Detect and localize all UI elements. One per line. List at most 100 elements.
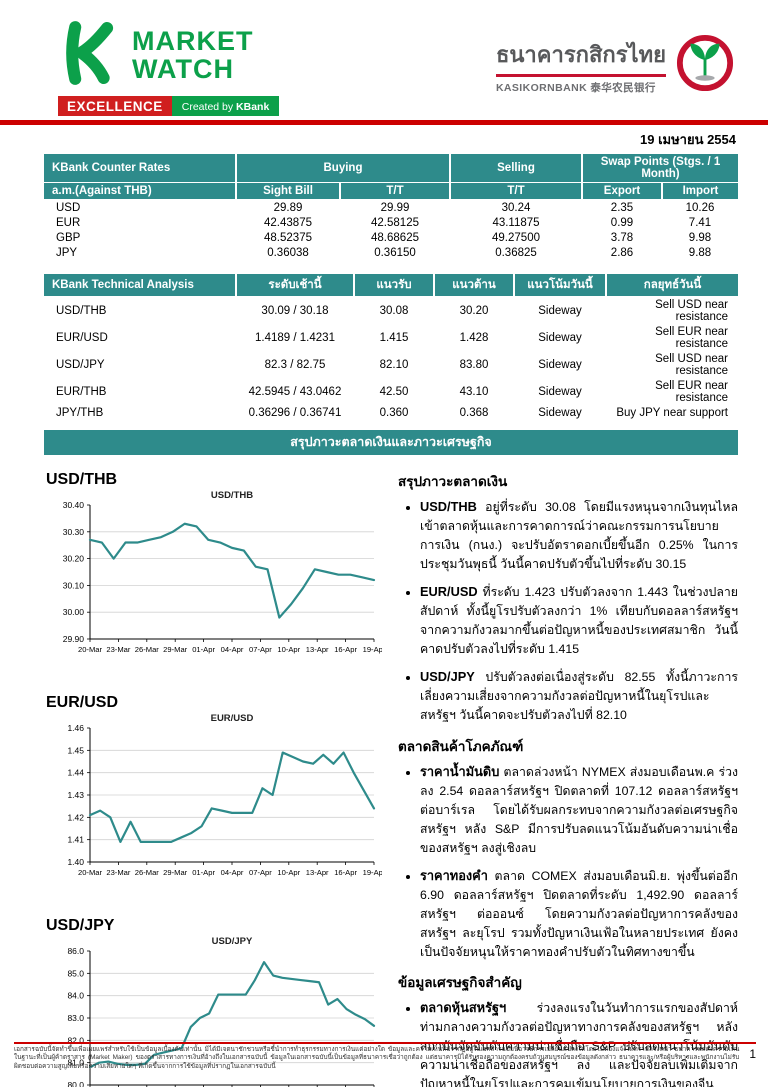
- report-header: MARKET WATCH EXCELLENCE Created by KBank…: [0, 0, 768, 120]
- rate-cell: 48.68625: [371, 231, 419, 244]
- page-number: 1: [749, 1047, 756, 1062]
- pair-cell: JPY/THB: [56, 406, 104, 419]
- commentary-column: สรุปภาวะตลาดเงิน USD/THB อยู่ที่ระดับ 30.…: [398, 461, 738, 1087]
- analysis-cell: 1.428: [459, 331, 489, 344]
- analysis-cell: 82.3 / 82.75: [264, 358, 326, 371]
- currency-cell: USD: [56, 201, 81, 214]
- right-column-sections: สรุปภาวะตลาดเงิน USD/THB อยู่ที่ระดับ 30.…: [398, 470, 738, 1087]
- svg-text:30.10: 30.10: [63, 580, 85, 590]
- svg-text:82.0: 82.0: [67, 1035, 84, 1045]
- technical-analysis-title: KBank Technical Analysis: [44, 274, 237, 297]
- line-chart: USD/JPY80.081.082.083.084.085.086.020-Ma…: [67, 936, 376, 1087]
- svg-text:13-Apr: 13-Apr: [306, 645, 329, 654]
- chart-heading: USD/JPY: [46, 917, 115, 934]
- technical-analysis-row: USD/JPY 82.3 / 82.75 82.10 83.80 Sideway Sell…: [44, 351, 738, 378]
- rate-cell: 48.52375: [264, 231, 312, 244]
- rate-cell: 3.78: [610, 231, 634, 244]
- rate-cell: 0.36150: [374, 246, 416, 259]
- bullet-item: ราคาน้ำมันดิบ ตลาดล่วงหน้า NYMEX ส่งมอบเ…: [420, 762, 738, 858]
- rate-cell: 2.35: [610, 201, 634, 214]
- buying-group-header: Buying: [236, 154, 451, 183]
- technical-analysis-row: EUR/USD 1.4189 / 1.4231 1.415 1.428 Sideway S…: [44, 324, 738, 351]
- report-footer: เอกสารฉบับนี้จัดทำขึ้นเพื่อเผยแพร่สำหรับ…: [14, 1042, 756, 1071]
- counter-rates-title: KBank Counter Rates: [44, 154, 237, 183]
- section-heading: ตลาดสินค้าโภคภัณฑ์: [398, 738, 524, 754]
- svg-text:04-Apr: 04-Apr: [221, 645, 244, 654]
- analysis-cell: Sideway: [538, 358, 582, 371]
- svg-text:10-Apr: 10-Apr: [277, 645, 300, 654]
- header-divider: [0, 120, 768, 125]
- swap-points-group-header: Swap Points (Stgs. / 1 Month): [582, 154, 738, 183]
- svg-text:1.45: 1.45: [67, 745, 84, 755]
- footer-divider: [14, 1042, 756, 1045]
- created-by-kbank: KBank: [236, 101, 270, 113]
- analysis-cell: Sell USD near resistance: [655, 352, 728, 377]
- svg-text:07-Apr: 07-Apr: [249, 645, 272, 654]
- line-chart: EUR/USD 1.40 1.41 1.42 1.43 1.44 1.45 1.46 20-Ma…: [67, 713, 385, 877]
- rate-cell: 0.36038: [267, 246, 309, 259]
- line-chart: USD/THB 29.90 30.00 30.10 30.20 30.30 30.40 20-…: [63, 490, 386, 654]
- svg-text:30.40: 30.40: [63, 500, 85, 510]
- report-date: 19 เมษายน 2554: [640, 132, 736, 147]
- svg-text:20-Mar: 20-Mar: [78, 645, 103, 654]
- technical-analysis-row: USD/THB 30.09 / 30.18 30.08 30.20 Sideway Sel…: [44, 297, 738, 325]
- analysis-cell: Buy JPY near support: [616, 406, 728, 419]
- analysis-cell: 0.360: [379, 406, 409, 419]
- svg-text:1.41: 1.41: [67, 835, 84, 845]
- disclaimer-text: เอกสารฉบับนี้จัดทำขึ้นเพื่อเผยแพร่สำหรับ…: [14, 1046, 740, 1070]
- created-by-badge: Created by KBank: [171, 96, 280, 116]
- bullet-item: USD/THB อยู่ที่ระดับ 30.08 โดยมีแรงหนุนจ…: [420, 497, 738, 574]
- section-heading: ข้อมูลเศรษฐกิจสำคัญ: [398, 974, 522, 990]
- excellence-badge: EXCELLENCE: [58, 96, 172, 116]
- counter-rates-row: USD 29.89 29.99 30.24 2.35 10.26: [44, 200, 738, 216]
- chart-heading: USD/THB: [46, 471, 118, 488]
- pair-cell: USD/THB: [56, 304, 107, 317]
- rate-cell: 49.27500: [492, 231, 540, 244]
- kasikornbank-logo-block: ธนาคารกสิกรไทย KASIKORNBANK 泰华农民银行: [495, 34, 734, 97]
- analysis-cell: 43.10: [459, 385, 489, 398]
- analysis-cell: Sideway: [538, 385, 582, 398]
- rate-cell: 42.58125: [371, 216, 419, 229]
- counter-rates-body: USD 29.89 29.99 30.24 2.35 10.26 EUR 42.43875 42…: [44, 200, 738, 261]
- section-bullet-list: USD/THB อยู่ที่ระดับ 30.08 โดยมีแรงหนุนจ…: [398, 497, 738, 726]
- svg-text:23-Mar: 23-Mar: [106, 868, 131, 877]
- svg-text:30.20: 30.20: [63, 554, 85, 564]
- svg-text:07-Apr: 07-Apr: [249, 868, 272, 877]
- rate-cell: 43.11875: [492, 216, 540, 229]
- svg-text:16-Apr: 16-Apr: [334, 868, 357, 877]
- col-resistance: แนวต้าน: [434, 274, 515, 297]
- svg-text:1.40: 1.40: [67, 857, 84, 867]
- svg-text:30.30: 30.30: [63, 527, 85, 537]
- col-morning-level: ระดับเช้านี้: [236, 274, 355, 297]
- analysis-cell: 42.5945 / 43.0462: [248, 385, 342, 398]
- svg-text:85.0: 85.0: [67, 968, 84, 978]
- technical-analysis-body: USD/THB 30.09 / 30.18 30.08 30.20 Sideway Sel…: [44, 297, 738, 421]
- svg-text:19-Apr: 19-Apr: [363, 868, 382, 877]
- bullet-item: USD/JPY ปรับตัวลงต่อเนื่องสู่ระดับ 82.55…: [420, 667, 738, 725]
- counter-rates-row: GBP 48.52375 48.68625 49.27500 3.78 9.98: [44, 230, 738, 245]
- analysis-cell: 42.50: [379, 385, 409, 398]
- analysis-cell: Sell EUR near resistance: [655, 325, 728, 350]
- svg-text:83.0: 83.0: [67, 1013, 84, 1023]
- analysis-cell: 30.08: [379, 304, 409, 317]
- bank-name-thai: ธนาคารกสิกรไทย: [495, 37, 666, 77]
- bank-name-english: KASIKORNBANK 泰华农民银行: [495, 81, 656, 94]
- svg-text:80.0: 80.0: [67, 1080, 84, 1087]
- pair-cell: EUR/THB: [56, 385, 107, 398]
- rate-cell: 0.99: [610, 216, 634, 229]
- analysis-cell: 30.09 / 30.18: [261, 304, 329, 317]
- analysis-cell: Sideway: [538, 331, 582, 344]
- svg-text:23-Mar: 23-Mar: [106, 645, 131, 654]
- svg-text:20-Mar: 20-Mar: [78, 868, 103, 877]
- rate-cell: 0.36825: [495, 246, 537, 259]
- rate-cell: 29.99: [380, 201, 410, 214]
- summary-section-banner: สรุปภาวะตลาดเงินและภาวะเศรษฐกิจ: [44, 430, 738, 455]
- created-by-text: Created by: [181, 101, 237, 113]
- currency-cell: GBP: [56, 231, 81, 244]
- analysis-cell: 83.80: [459, 358, 489, 371]
- rate-cell: 2.86: [610, 246, 634, 259]
- selling-group-header: Selling: [450, 154, 583, 183]
- analysis-cell: 1.415: [379, 331, 409, 344]
- col-buying-tt: T/T: [340, 182, 451, 200]
- bullet-item: ราคาทองคำ ตลาด COMEX ส่งมอบเดือนมิ.ย. พุ…: [420, 866, 738, 962]
